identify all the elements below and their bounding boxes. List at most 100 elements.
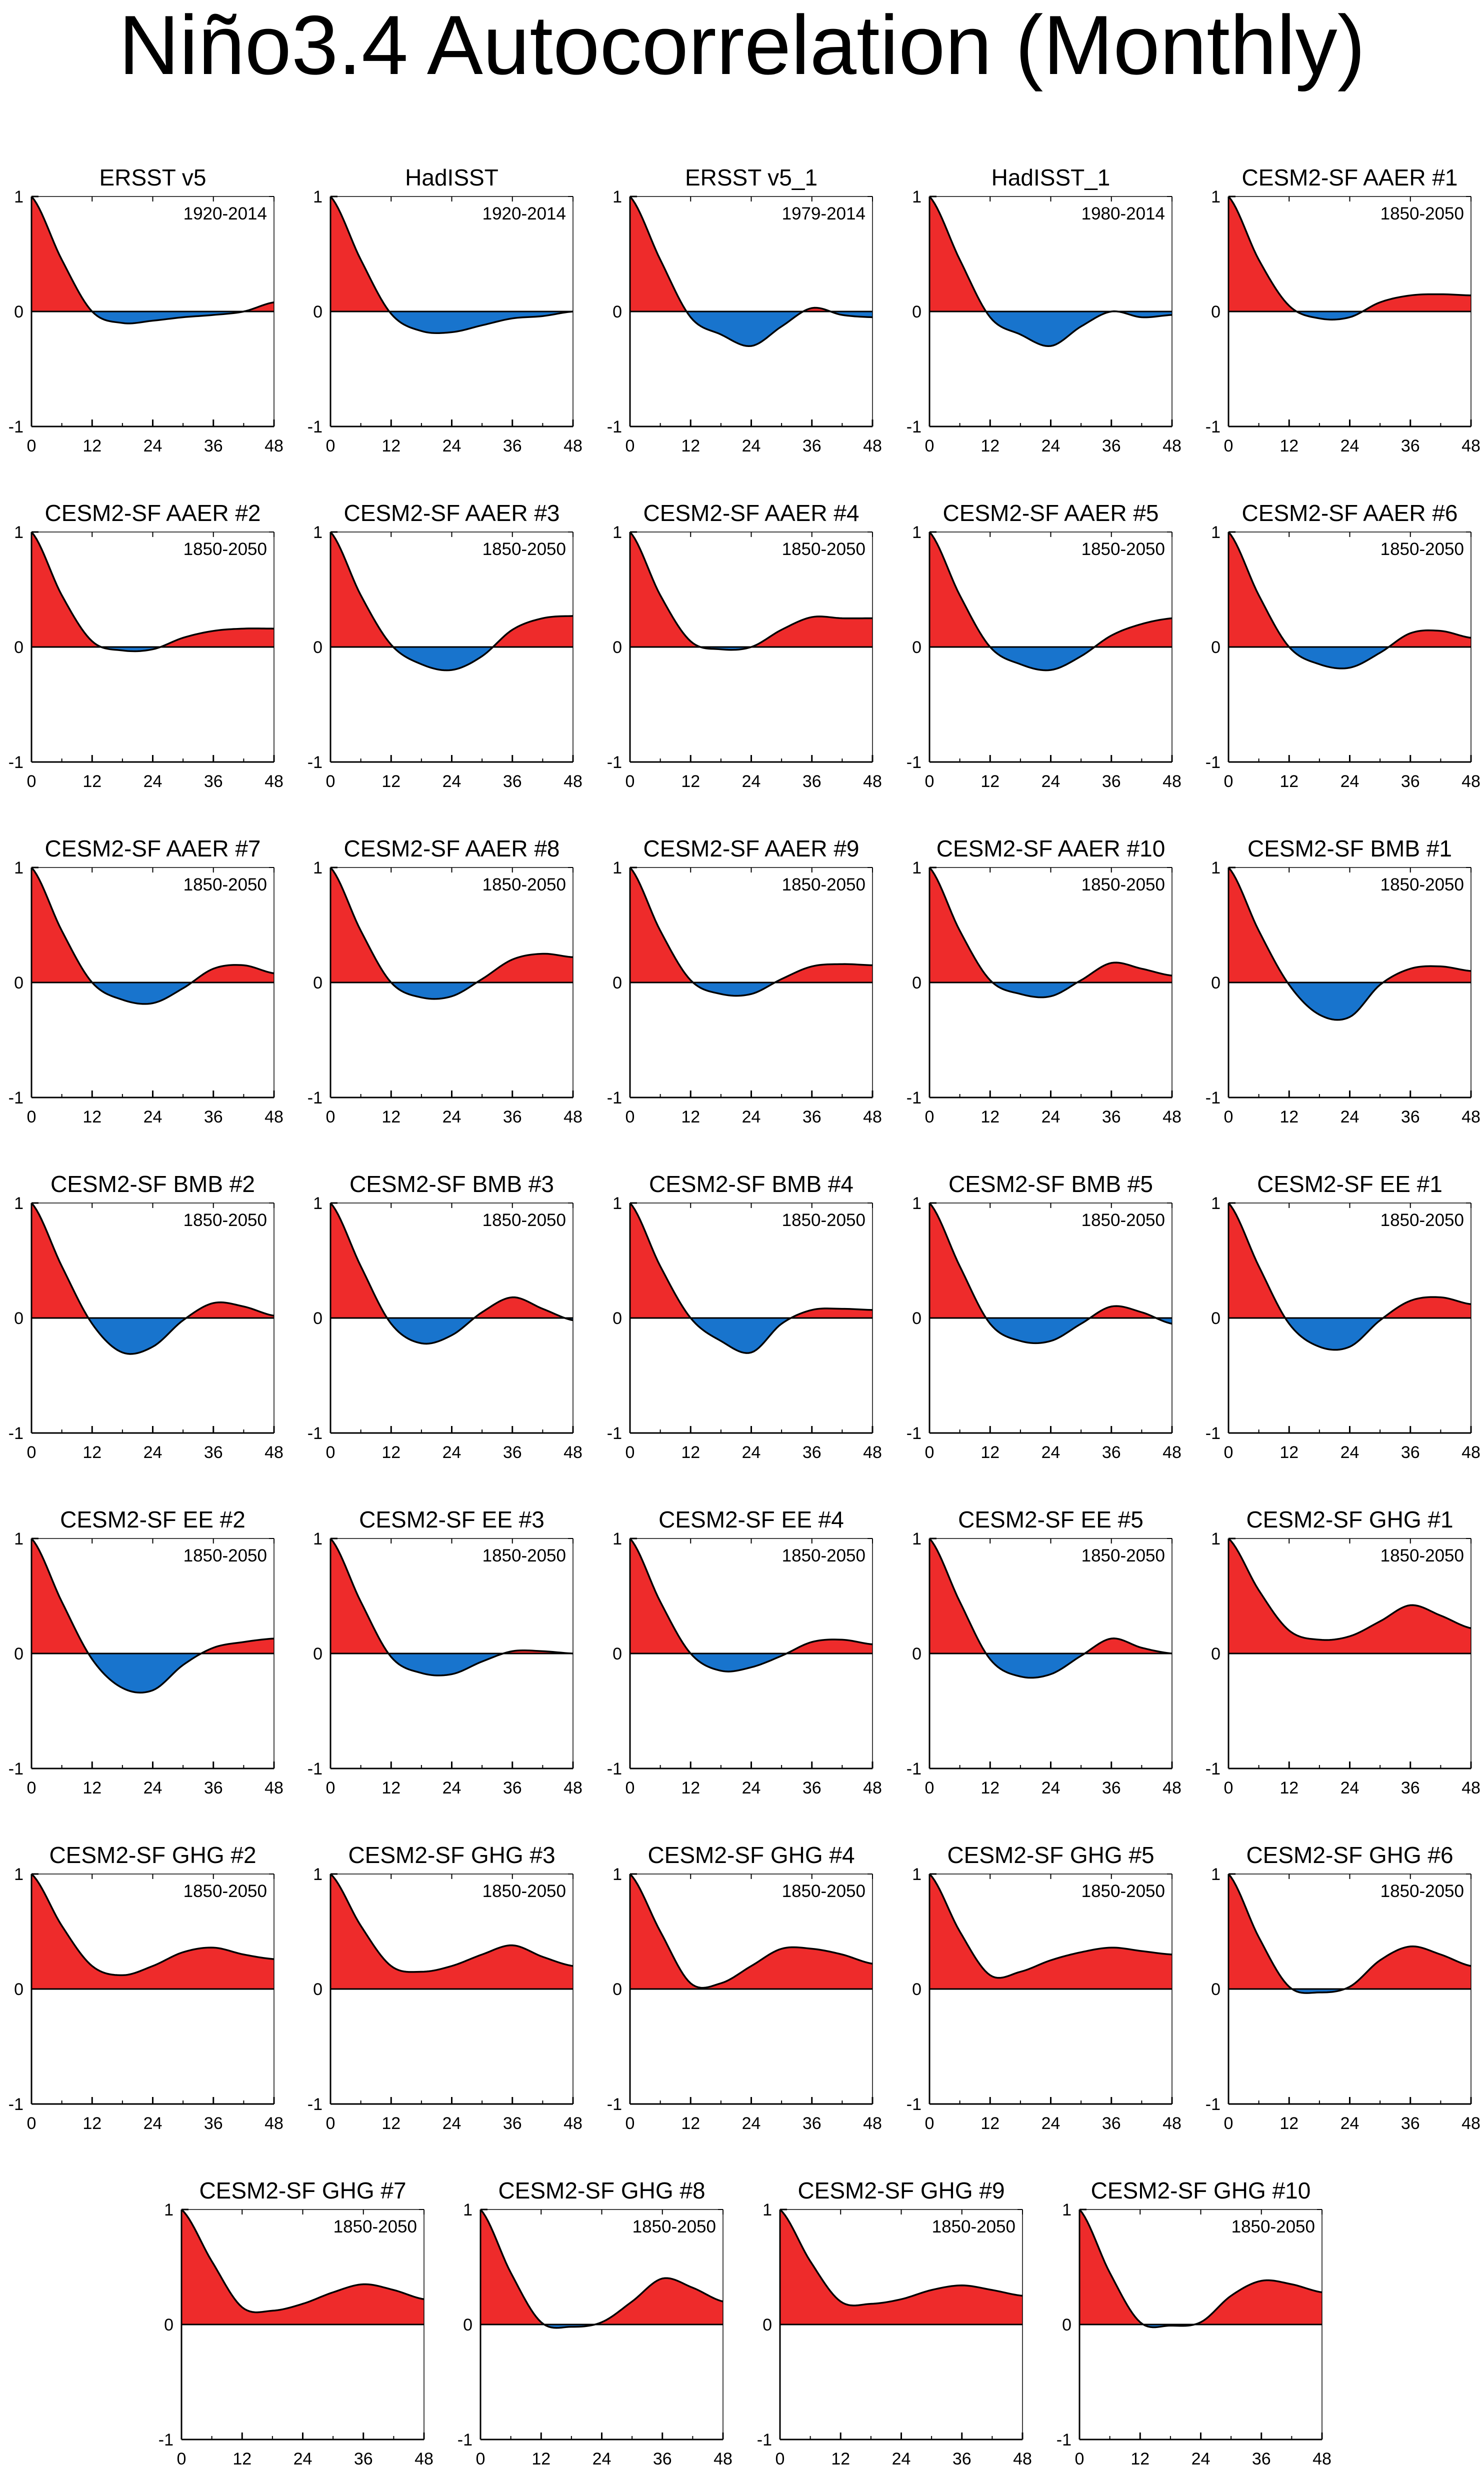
y-tick-label: 0 bbox=[612, 1309, 622, 1328]
y-tick-label: 1 bbox=[912, 188, 922, 206]
period-label: 1920-2014 bbox=[184, 204, 267, 224]
y-tick-label: -1 bbox=[308, 418, 322, 436]
period-label: 1850-2050 bbox=[1380, 1546, 1464, 1566]
x-tick-label: 12 bbox=[1280, 1778, 1298, 1798]
period-label: 1850-2050 bbox=[482, 875, 566, 894]
x-tick-label: 0 bbox=[326, 1443, 336, 1462]
x-tick-label: 36 bbox=[1102, 1778, 1121, 1798]
x-tick-label: 12 bbox=[82, 436, 102, 456]
positive-area bbox=[780, 2210, 1022, 2324]
y-tick-label: 0 bbox=[1062, 2316, 1072, 2334]
x-tick-label: 48 bbox=[1462, 436, 1480, 456]
period-label: 1850-2050 bbox=[1380, 540, 1464, 559]
x-tick-label: 48 bbox=[863, 436, 882, 456]
x-tick-label: 12 bbox=[382, 436, 400, 456]
x-tick-label: 12 bbox=[980, 436, 1000, 456]
x-tick-label: 0 bbox=[925, 1443, 934, 1462]
y-tick-label: 0 bbox=[1211, 302, 1220, 322]
period-label: 1850-2050 bbox=[1082, 1546, 1165, 1566]
y-tick-label: 1 bbox=[912, 858, 922, 878]
x-tick-label: 24 bbox=[144, 1778, 162, 1798]
x-tick-label: 36 bbox=[204, 436, 223, 456]
y-tick-label: 0 bbox=[14, 638, 24, 657]
panel-title: HadISST_1 bbox=[992, 164, 1110, 190]
y-tick-label: 0 bbox=[164, 2316, 174, 2334]
x-tick-label: 12 bbox=[82, 2114, 102, 2133]
period-label: 1850-2050 bbox=[782, 875, 866, 894]
panel-title: CESM2-SF GHG #8 bbox=[498, 2178, 705, 2204]
y-tick-label: -1 bbox=[8, 753, 24, 772]
negative-area bbox=[630, 1654, 872, 1672]
y-tick-label: 0 bbox=[912, 974, 922, 992]
x-tick-label: 0 bbox=[925, 772, 934, 791]
y-tick-label: -1 bbox=[308, 2095, 322, 2114]
x-tick-label: 24 bbox=[1340, 436, 1360, 456]
x-tick-label: 48 bbox=[1462, 772, 1480, 791]
x-tick-label: 36 bbox=[1102, 772, 1121, 791]
panel-title: CESM2-SF GHG #4 bbox=[648, 1842, 854, 1868]
panel-title: CESM2-SF BMB #2 bbox=[50, 1171, 255, 1197]
x-tick-label: 48 bbox=[564, 772, 582, 791]
x-tick-label: 48 bbox=[264, 2114, 284, 2133]
y-tick-label: 1 bbox=[14, 1194, 24, 1213]
positive-area bbox=[182, 2210, 424, 2324]
y-tick-label: -1 bbox=[607, 1760, 622, 1778]
period-label: 1850-2050 bbox=[482, 1546, 566, 1566]
positive-area bbox=[930, 196, 1172, 312]
y-tick-label: 1 bbox=[612, 1530, 622, 1548]
x-tick-label: 24 bbox=[742, 1778, 761, 1798]
x-tick-label: 0 bbox=[626, 772, 635, 791]
y-tick-label: 0 bbox=[1211, 638, 1220, 657]
period-label: 1850-2050 bbox=[184, 875, 267, 894]
x-tick-label: 24 bbox=[294, 2450, 312, 2468]
y-tick-label: 1 bbox=[912, 1194, 922, 1213]
y-tick-label: -1 bbox=[308, 1424, 322, 1443]
x-tick-label: 48 bbox=[264, 772, 284, 791]
negative-area bbox=[330, 1654, 573, 1676]
y-tick-label: 0 bbox=[14, 1309, 24, 1328]
y-tick-label: 0 bbox=[612, 1644, 622, 1664]
panel-title: CESM2-SF AAER #9 bbox=[643, 836, 859, 862]
x-tick-label: 36 bbox=[204, 1108, 223, 1126]
y-tick-label: 0 bbox=[313, 974, 322, 992]
y-tick-label: -1 bbox=[308, 753, 322, 772]
y-tick-label: 1 bbox=[313, 1530, 322, 1548]
negative-area bbox=[32, 982, 274, 1004]
x-tick-label: 48 bbox=[1162, 1108, 1182, 1126]
x-tick-label: 48 bbox=[414, 2450, 434, 2468]
series-line bbox=[629, 1873, 873, 1989]
y-tick-label: 0 bbox=[912, 1980, 922, 1999]
series-line bbox=[1078, 2208, 1322, 2328]
series-line bbox=[30, 531, 274, 652]
period-label: 1850-2050 bbox=[184, 1546, 267, 1566]
period-label: 1850-2050 bbox=[482, 1210, 566, 1230]
period-label: 1850-2050 bbox=[1232, 2217, 1315, 2236]
x-tick-label: 12 bbox=[1280, 436, 1298, 456]
y-tick-label: 1 bbox=[612, 858, 622, 878]
x-tick-label: 12 bbox=[382, 1778, 400, 1798]
x-tick-label: 12 bbox=[980, 1108, 1000, 1126]
x-tick-label: 0 bbox=[1224, 436, 1234, 456]
y-tick-label: 0 bbox=[313, 638, 322, 657]
y-tick-label: 0 bbox=[612, 974, 622, 992]
period-label: 1850-2050 bbox=[1082, 1210, 1165, 1230]
period-label: 1920-2014 bbox=[482, 204, 566, 224]
y-tick-label: -1 bbox=[8, 1760, 24, 1778]
y-tick-label: -1 bbox=[906, 1088, 922, 1108]
panel-title: CESM2-SF EE #3 bbox=[359, 1506, 544, 1532]
positive-area bbox=[630, 196, 872, 312]
y-tick-label: 0 bbox=[762, 2316, 772, 2334]
series-line bbox=[928, 196, 1172, 348]
x-tick-label: 36 bbox=[1252, 2450, 1271, 2468]
series-line bbox=[928, 531, 1172, 672]
